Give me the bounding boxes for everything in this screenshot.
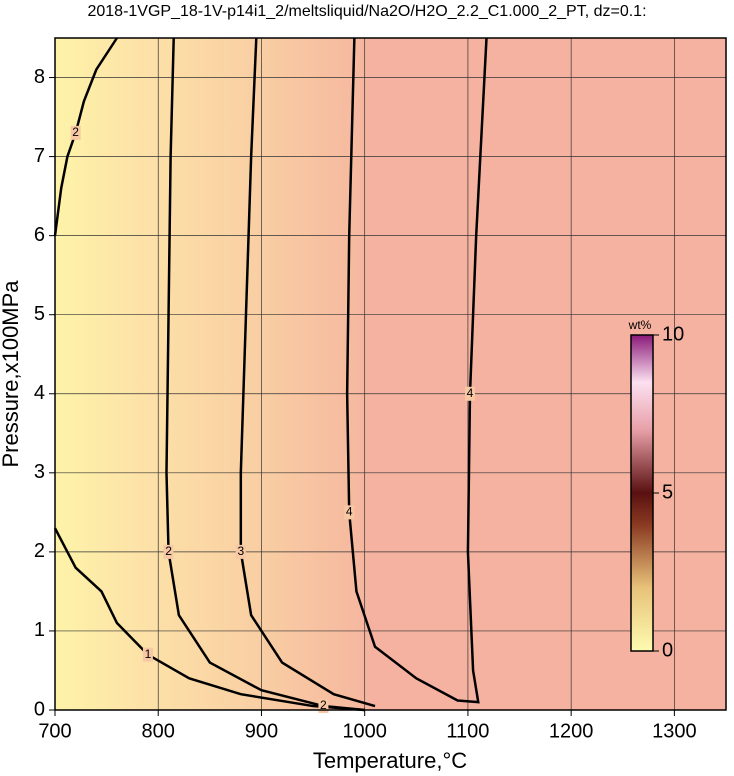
x-tick-label: 1200	[549, 720, 594, 742]
contour-label: 2	[320, 698, 327, 712]
contour-label-bg	[142, 647, 153, 662]
x-tick-label: 700	[38, 720, 71, 742]
y-tick-label: 4	[34, 382, 45, 404]
contour-label-bg	[344, 505, 355, 520]
chart-title: 2018-1VGP_18-1V-p14i1_2/meltsliquid/Na2O…	[87, 3, 646, 20]
x-axis-label: Temperature,°C	[313, 748, 467, 773]
contour-label: 2	[72, 125, 79, 139]
y-tick-label: 2	[34, 540, 45, 562]
y-tick-label: 5	[34, 303, 45, 325]
colorbar-label: wt%	[628, 318, 652, 332]
contour-label-bg	[318, 699, 329, 714]
colorbar-tick-label: 5	[662, 481, 673, 503]
y-tick-label: 1	[34, 619, 45, 641]
y-tick-label: 6	[34, 224, 45, 246]
plot-frame	[54, 37, 727, 711]
contour-label: 4	[467, 386, 474, 400]
colorbar	[630, 334, 654, 652]
y-tick-label: 3	[34, 461, 45, 483]
contour-line	[165, 37, 365, 712]
contour-label-bg	[163, 544, 174, 559]
x-tick-label: 1100	[446, 720, 489, 742]
x-tick-label: 1300	[652, 720, 697, 742]
field	[55, 38, 726, 710]
y-tick-label: 8	[34, 66, 45, 88]
colorbar-tick-label: 10	[662, 323, 684, 345]
contour-label-bg	[70, 125, 81, 140]
x-tick-label: 900	[245, 720, 278, 742]
x-tick-label: 1000	[342, 720, 387, 742]
contour-label-bg	[235, 544, 246, 559]
y-axis-label: Pressure,x100MPa	[0, 280, 23, 468]
contour-line	[345, 37, 488, 704]
contour-label: 2	[165, 544, 172, 558]
y-tick-label: 7	[34, 145, 45, 167]
contour-label-bg	[464, 386, 475, 401]
contour-label: 4	[346, 505, 353, 519]
colorbar-tick-label: 0	[662, 639, 673, 661]
contour-label: 1	[145, 647, 152, 661]
contour-label: 3	[237, 544, 244, 558]
y-tick-label: 0	[34, 698, 45, 720]
x-tick-label: 800	[142, 720, 175, 742]
